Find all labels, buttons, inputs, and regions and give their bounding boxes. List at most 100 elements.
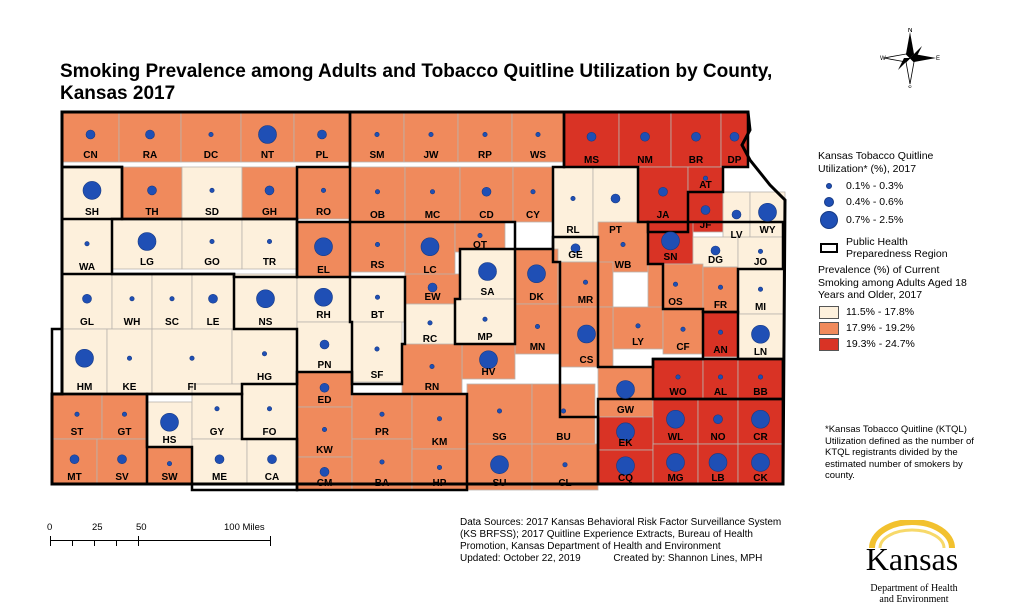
- footnote: *Kansas Tobacco Quitline (KTQL) Utilizat…: [825, 424, 974, 481]
- quitline-dot-rn: [429, 363, 435, 369]
- scale-tick: [138, 536, 139, 546]
- county-label-cl: CL: [558, 478, 571, 489]
- legend-prev-title: Prevalence (%) of Current Smoking among …: [818, 264, 1008, 302]
- quitline-dot-nt: [258, 125, 277, 144]
- county-label-bt: BT: [371, 310, 384, 321]
- compass-e: E: [936, 56, 940, 62]
- county-label-ns: NS: [259, 317, 273, 328]
- quitline-dot-cm: [319, 467, 330, 477]
- county-sg: [466, 383, 533, 445]
- county-label-wa: WA: [79, 262, 95, 273]
- phr-boundaries: [50, 110, 787, 492]
- quitline-dot-hp: [436, 464, 442, 470]
- county-label-cm: CM: [317, 478, 333, 489]
- county-label-gh: GH: [262, 207, 277, 218]
- map-title-line2: Kansas 2017: [60, 83, 176, 104]
- legend-prev-title-l1: Prevalence (%) of Current: [818, 264, 940, 276]
- county-label-el: EL: [317, 265, 330, 276]
- legend-quitline-label-3: 0.7% - 2.5%: [846, 213, 904, 226]
- county-label-ms: MS: [584, 155, 599, 166]
- quitline-dot-lc: [420, 237, 440, 257]
- county-label-hv: HV: [482, 367, 496, 378]
- county-label-sh: SH: [85, 207, 99, 218]
- county-ro: [296, 166, 351, 220]
- quitline-dot-gl: [82, 293, 92, 304]
- quitline-dot-at: [702, 175, 708, 181]
- legend-phr: Public Health Preparedness Region: [818, 234, 1008, 262]
- county-label-mi: MI: [755, 302, 766, 313]
- county-label-ke: KE: [123, 382, 137, 393]
- quitline-dot-kw: [321, 426, 327, 432]
- quitline-dot-ba: [379, 459, 385, 465]
- county-label-cy: CY: [526, 210, 540, 221]
- created-by: Created by: Shannon Lines, MPH: [613, 553, 763, 564]
- county-label-st: ST: [71, 427, 84, 438]
- county-label-ln: LN: [754, 347, 767, 358]
- county-label-sg: SG: [492, 432, 507, 443]
- quitline-dot-ro: [320, 187, 326, 193]
- quitline-dot-sg: [496, 408, 502, 414]
- county-label-nt: NT: [261, 150, 274, 161]
- quitline-dot-cs: [577, 324, 596, 344]
- quitline-dot-wa: [84, 241, 90, 247]
- county-label-lc: LC: [423, 265, 436, 276]
- county-label-ot: OT: [473, 240, 487, 251]
- quitline-dot-fi: [189, 355, 195, 361]
- county-label-cr: CR: [753, 432, 768, 443]
- sources-line1: Data Sources: 2017 Kansas Behavioral Ris…: [460, 517, 782, 528]
- map-legend: Kansas Tobacco Quitline Utilization* (%)…: [818, 150, 1008, 353]
- legend-prev-title-l3: Years and Older, 2017: [818, 289, 923, 301]
- county-label-dk: DK: [529, 292, 544, 303]
- quitline-dot-bu: [560, 408, 566, 414]
- quitline-dot-hg: [261, 351, 267, 357]
- county-label-pn: PN: [318, 360, 332, 371]
- county-label-jw: JW: [424, 150, 440, 161]
- quitline-dot-jw: [428, 132, 434, 138]
- legend-quitline-class-1: 0.1% - 0.3%: [818, 178, 1008, 194]
- legend-prev-label-3: 19.3% - 24.7%: [846, 338, 915, 351]
- county-label-kw: KW: [316, 445, 333, 456]
- county-label-bu: BU: [556, 432, 570, 443]
- map-title-line1: Smoking Prevalence among Adults and Toba…: [60, 61, 773, 82]
- quitline-dot-sv: [117, 454, 127, 465]
- county-label-ra: RA: [143, 150, 157, 161]
- updated-date: Updated: October 22, 2019: [460, 553, 581, 564]
- county-label-ws: WS: [530, 150, 546, 161]
- quitline-dot-pn: [319, 339, 330, 350]
- county-label-mr: MR: [578, 295, 594, 306]
- quitline-dot-ms: [586, 131, 597, 142]
- quitline-dot-ws: [535, 132, 541, 138]
- quitline-dot-lb: [708, 453, 728, 472]
- quitline-dot-gy: [214, 406, 220, 412]
- county-label-dg: DG: [708, 255, 723, 266]
- quitline-dot-ck: [751, 453, 770, 472]
- quitline-dot-os: [672, 281, 678, 287]
- logo-sub1: Department of Health: [870, 583, 957, 594]
- legend-quitline-title: Kansas Tobacco Quitline Utilization* (%)…: [818, 150, 1008, 175]
- county-label-mp: MP: [478, 332, 493, 343]
- county-label-hg: HG: [257, 372, 272, 383]
- legend-quitline-class-3: 0.7% - 2.5%: [818, 210, 1008, 230]
- quitline-dot-gt: [122, 411, 128, 417]
- quitline-dot-dg: [710, 245, 721, 256]
- county-label-rp: RP: [478, 150, 492, 161]
- phr-region-11: [295, 370, 469, 492]
- scale-label-50: 50: [136, 522, 147, 533]
- legend-quitline-title-l2: Utilization* (%), 2017: [818, 162, 917, 175]
- county-label-dc: DC: [204, 150, 218, 161]
- quitline-dot-go: [209, 239, 215, 245]
- phr-region-7: [348, 275, 407, 386]
- county-label-mt: MT: [67, 472, 81, 483]
- legend-phr-l1: Public Health: [846, 235, 908, 248]
- county-label-sf: SF: [371, 370, 384, 381]
- county-label-ge: GE: [568, 250, 583, 261]
- logo-name: Kansas: [866, 541, 958, 577]
- quitline-dot-jf: [700, 205, 711, 215]
- quitline-dot-mn: [534, 323, 540, 329]
- county-label-su: SU: [493, 478, 507, 489]
- county-label-hs: HS: [163, 435, 177, 446]
- county-label-dp: DP: [728, 155, 742, 166]
- county-label-sc: SC: [165, 317, 179, 328]
- quitline-dot-st: [74, 411, 80, 417]
- map-title: Smoking Prevalence among Adults and Toba…: [60, 61, 820, 105]
